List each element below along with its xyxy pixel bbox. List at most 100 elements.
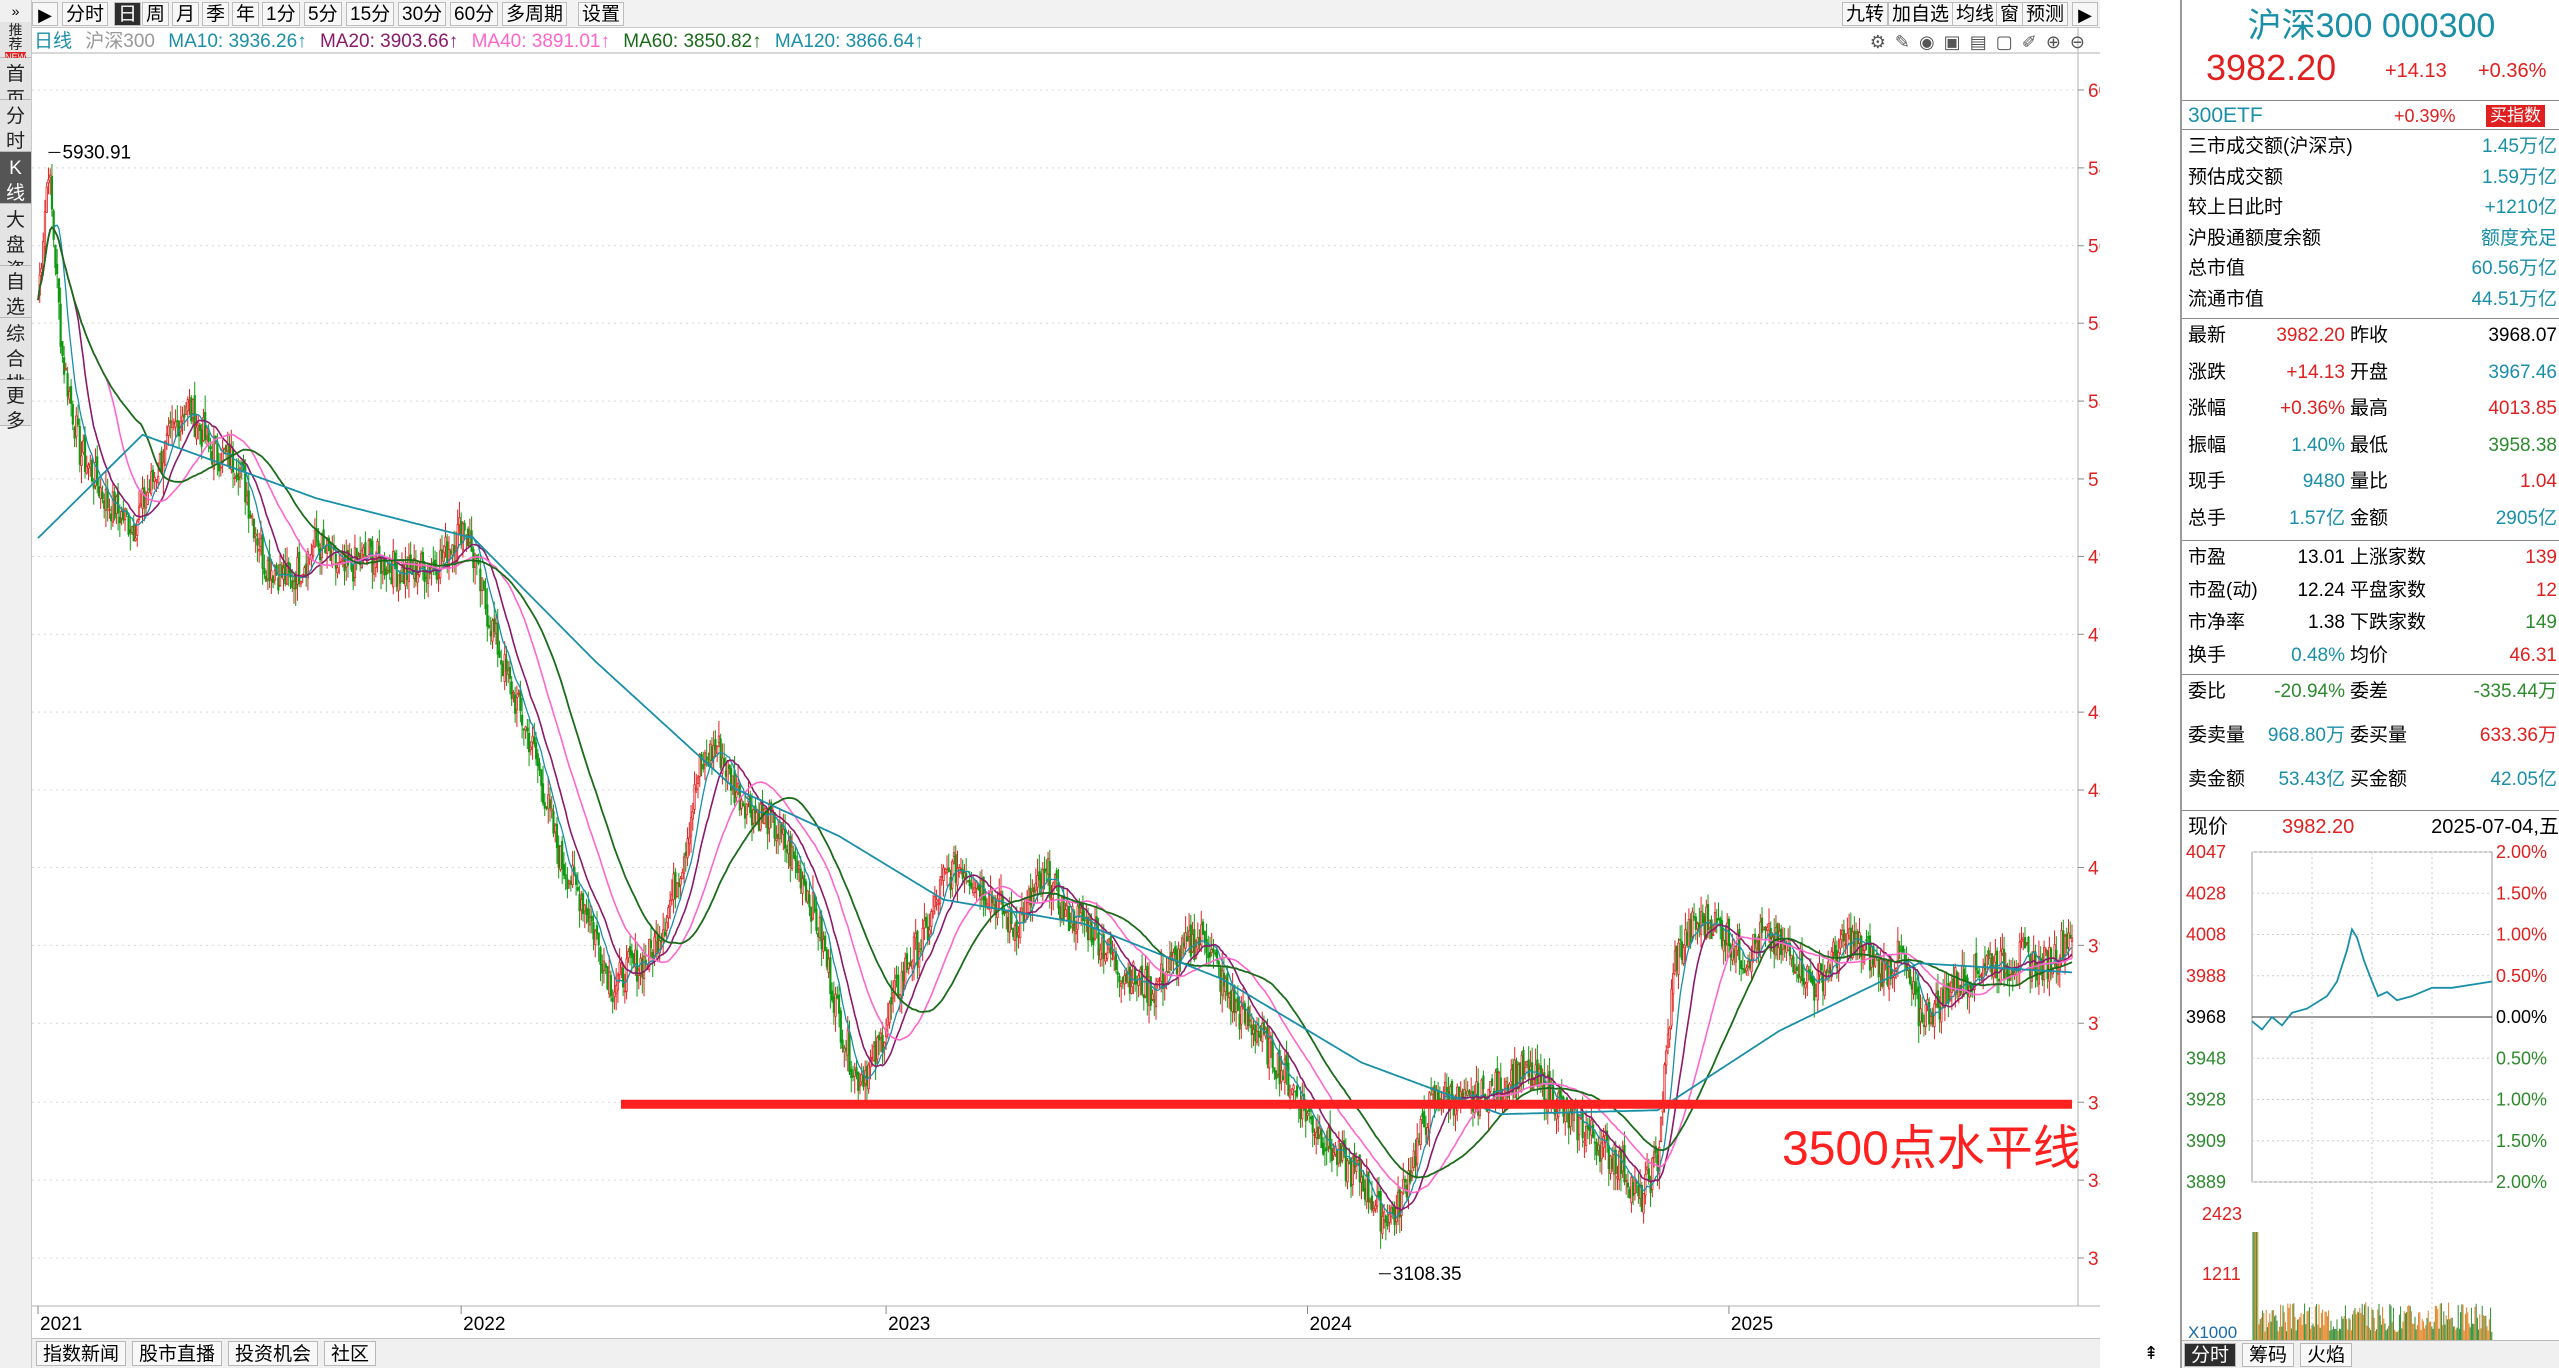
candle-body (1050, 897, 1053, 900)
candle-body (1228, 993, 1231, 998)
candle-body (1316, 1126, 1320, 1140)
candle-body (219, 466, 222, 469)
sidebar-item-ranking[interactable]: 综合排名 (0, 318, 31, 420)
trash-icon[interactable]: ▤ (1969, 32, 1996, 52)
y-tick-label: 3344 (2088, 1171, 2100, 1192)
mini-chart-tabs: 分时 筹码 火焰 (2182, 1340, 2559, 1368)
add-watchlist-button[interactable]: 加自选 (1888, 2, 1954, 26)
forecast-button[interactable]: 预测 (2022, 2, 2069, 26)
tab-community[interactable]: 社区 (324, 1341, 377, 1366)
left-sidebar: » 推荐 NEW 首页 分时图 K线图 大盘资料 自选股 综合排名 更多 (0, 0, 32, 1368)
candle-body (1177, 948, 1180, 978)
candle-body (1156, 978, 1159, 982)
mini-left-tick: 3968 (2186, 1007, 2226, 1027)
tab-period-30min[interactable]: 30分 (398, 2, 447, 26)
lock-icon[interactable]: ▣ (1943, 32, 1970, 52)
sidebar-item-more[interactable]: 更多 (0, 380, 31, 432)
tab-period-timeshare[interactable]: 分时 (62, 2, 109, 26)
candle-body (1403, 1179, 1407, 1183)
candle-body (233, 477, 236, 479)
candle-body (2022, 937, 2025, 940)
settings-button[interactable]: 设置 (578, 2, 625, 26)
quote-label: 买金额 (2350, 769, 2408, 790)
candle-body (1611, 1158, 1614, 1170)
tab-opportunities[interactable]: 投资机会 (228, 1341, 319, 1366)
tab-period-5min[interactable]: 5分 (304, 2, 342, 26)
candle-body (618, 962, 621, 975)
collapse-arrow-icon[interactable]: » (11, 3, 20, 19)
tab-mini-chips[interactable]: 筹码 (2242, 1343, 2295, 1367)
play-arrow-icon[interactable]: ▶ (32, 2, 58, 26)
tab-live[interactable]: 股市直播 (132, 1341, 223, 1366)
candle-body (557, 844, 560, 868)
sidebar-item-watchlist[interactable]: 自选股 (0, 266, 31, 343)
candle-body (1120, 982, 1123, 987)
buy-index-button[interactable]: 买指数 (2486, 105, 2545, 127)
candle-body (190, 397, 193, 422)
etf-row[interactable]: 300ETF +0.39% 买指数 (2182, 100, 2559, 130)
tab-period-quarter[interactable]: 季 (202, 2, 230, 26)
etf-name[interactable]: 300ETF (2188, 104, 2263, 127)
candle-body (839, 1010, 842, 1043)
zoom-in-icon[interactable]: ⊕ (2045, 32, 2070, 52)
sidebar-item-timeshare[interactable]: 分时图 (0, 100, 31, 177)
tab-mini-timeshare[interactable]: 分时 (2184, 1343, 2237, 1367)
candle-body (1066, 900, 1069, 907)
candle-body (977, 885, 980, 890)
candle-body (371, 540, 374, 573)
tab-period-month[interactable]: 月 (172, 2, 200, 26)
ma-lines-button[interactable]: 均线 (1952, 2, 1999, 26)
tab-index-news[interactable]: 指数新闻 (36, 1341, 127, 1366)
expand-arrow-icon[interactable]: ▶ (2072, 2, 2098, 26)
sidebar-item-home[interactable]: 首页 (0, 58, 31, 110)
candle-body (1130, 986, 1133, 994)
candle-body (736, 782, 740, 788)
tab-multi-period[interactable]: 多周期 (502, 2, 568, 26)
tab-period-1min[interactable]: 1分 (262, 2, 300, 26)
tab-period-day[interactable]: 日 (114, 2, 142, 26)
candle-body (1522, 1050, 1525, 1080)
candle-body (871, 1056, 874, 1059)
kline-chart-svg[interactable]: 6088 5892 5696 5501 5305 5109 4914 4718 4522 4326… (32, 28, 2100, 1338)
candle-body (1208, 951, 1212, 958)
tab-period-week[interactable]: 周 (142, 2, 170, 26)
candle-body (1853, 930, 1856, 947)
tab-period-15min[interactable]: 15分 (346, 2, 395, 26)
candle-body (1659, 1117, 1663, 1142)
tab-period-year[interactable]: 年 (232, 2, 260, 26)
quote-value: 149 (2525, 612, 2557, 633)
candle-body (891, 992, 895, 999)
candle-body (912, 936, 916, 967)
candle-body (118, 516, 121, 524)
window-button[interactable]: 窗 (1996, 2, 2024, 26)
tab-period-60min[interactable]: 60分 (450, 2, 499, 26)
quote-label: 上涨家数 (2350, 547, 2427, 568)
candle-body (115, 496, 118, 514)
candle-body (684, 851, 687, 856)
candle-body (1499, 1077, 1502, 1103)
zoom-out-icon[interactable]: ⊖ (2069, 32, 2094, 52)
eye-icon[interactable]: ◉ (1918, 32, 1944, 52)
candle-body (1480, 1079, 1483, 1099)
candle-body (1491, 1078, 1494, 1086)
tab-mini-flame[interactable]: 火焰 (2300, 1343, 2353, 1367)
candle-body (1059, 906, 1062, 920)
gear-icon[interactable]: ⚙ (1869, 32, 1895, 52)
candle-body (919, 948, 923, 951)
candle-body (940, 876, 943, 878)
pen-icon[interactable]: ✐ (2021, 32, 2046, 52)
candle-body (1294, 1090, 1297, 1093)
candle-body (1421, 1113, 1424, 1117)
scroll-top-icon[interactable]: ⇞ (2143, 1343, 2159, 1363)
sidebar-item-kline[interactable]: K线图 (0, 152, 31, 229)
brush-icon[interactable]: ✎ (1894, 32, 1919, 52)
candle-body (907, 962, 910, 969)
candle-body (1938, 1006, 1941, 1020)
nine-turn-button[interactable]: 九转 (1842, 2, 1889, 26)
sidebar-item-market-info[interactable]: 大盘资料 (0, 204, 31, 306)
intraday-mini-chart[interactable]: 4047 2.00% 4028 1.50% 4008 1.00% 3988 0.50% 3968… (2182, 842, 2559, 1368)
clipboard-icon[interactable]: ▢ (1995, 32, 2022, 52)
sidebar-item-recommend[interactable]: 推荐 NEW (0, 22, 31, 62)
candle-body (543, 802, 546, 809)
kline-chart-area[interactable]: 6088 5892 5696 5501 5305 5109 4914 4718 4522 4326… (32, 28, 2100, 1338)
